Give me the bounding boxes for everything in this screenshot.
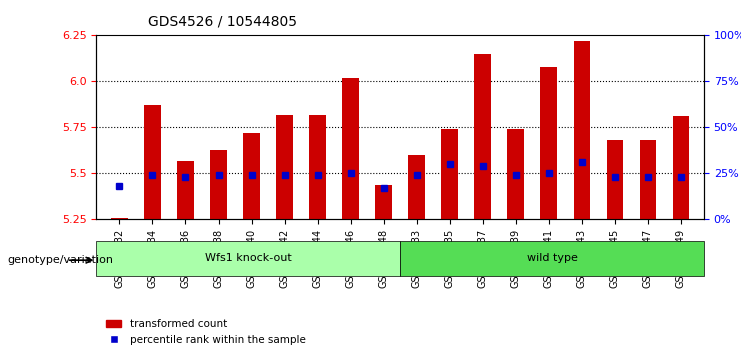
Legend: transformed count, percentile rank within the sample: transformed count, percentile rank withi… (102, 315, 310, 349)
Bar (177, 161, 193, 219)
Bar (442, 129, 458, 219)
Bar (574, 41, 590, 219)
FancyBboxPatch shape (400, 241, 704, 276)
Bar (639, 140, 656, 219)
Bar (508, 129, 524, 219)
Bar (243, 133, 260, 219)
FancyBboxPatch shape (96, 241, 400, 276)
Bar (607, 140, 623, 219)
Bar (673, 116, 689, 219)
Text: GDS4526 / 10544805: GDS4526 / 10544805 (148, 14, 297, 28)
Bar (276, 115, 293, 219)
Bar (474, 54, 491, 219)
Bar (210, 149, 227, 219)
Bar (111, 218, 127, 219)
Bar (376, 184, 392, 219)
Bar (144, 105, 161, 219)
Bar (342, 78, 359, 219)
Bar (540, 67, 557, 219)
Text: Wfs1 knock-out: Wfs1 knock-out (205, 253, 292, 263)
Bar (309, 115, 326, 219)
Text: wild type: wild type (527, 253, 577, 263)
Text: genotype/variation: genotype/variation (7, 255, 113, 265)
Bar (408, 155, 425, 219)
